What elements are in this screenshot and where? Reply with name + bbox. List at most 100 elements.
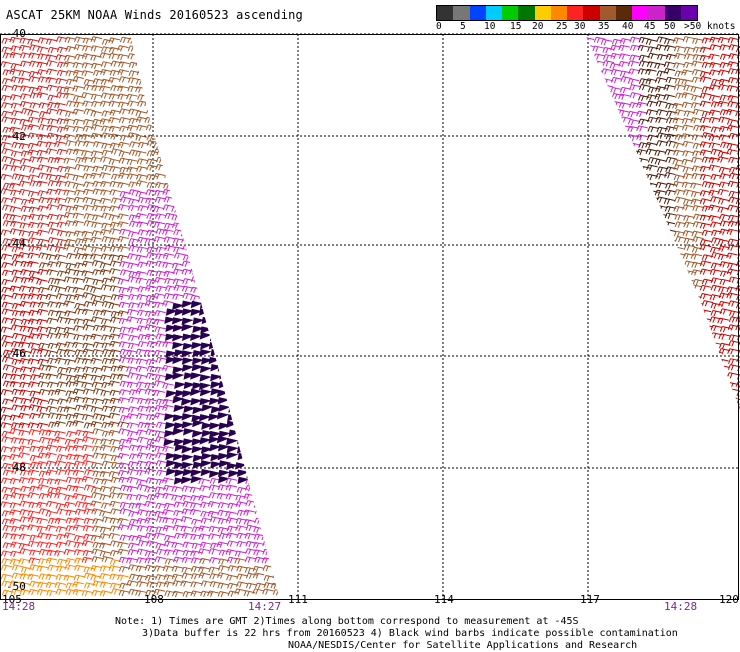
wind-barb bbox=[281, 319, 291, 325]
wind-barb bbox=[663, 310, 675, 318]
wind-barb bbox=[99, 374, 112, 382]
wind-barb bbox=[602, 372, 615, 379]
wind-barb bbox=[245, 140, 257, 148]
wind-barb bbox=[189, 181, 201, 188]
wind-barb bbox=[592, 405, 605, 410]
wind-barb bbox=[171, 222, 184, 229]
wind-barb bbox=[28, 286, 41, 293]
wind-barb bbox=[64, 494, 76, 501]
wind-barb bbox=[137, 421, 150, 429]
wind-barb bbox=[36, 244, 48, 251]
wind-barb bbox=[683, 214, 695, 222]
wind-barb bbox=[281, 229, 292, 235]
wind-barb bbox=[718, 300, 730, 308]
wind-barb bbox=[692, 236, 704, 243]
wind-barb bbox=[199, 365, 213, 374]
wind-barb bbox=[55, 293, 68, 300]
wind-barb bbox=[610, 52, 622, 60]
wind-barb bbox=[645, 38, 658, 46]
wind-barb bbox=[162, 509, 174, 516]
wind-barb bbox=[252, 165, 265, 173]
wind-barb bbox=[108, 158, 121, 165]
wind-barb bbox=[55, 413, 68, 420]
wind-barb bbox=[45, 581, 58, 589]
wind-barb bbox=[638, 390, 650, 398]
wind-barb bbox=[55, 486, 67, 493]
wind-barb bbox=[162, 484, 175, 492]
wind-barb bbox=[189, 252, 202, 259]
wind-barb bbox=[192, 406, 205, 415]
wind-barb bbox=[0, 173, 12, 181]
wind-barb bbox=[234, 76, 246, 84]
wind-barb bbox=[189, 228, 202, 235]
wind-barb bbox=[236, 174, 249, 181]
wind-barb bbox=[656, 53, 669, 61]
wind-barb bbox=[237, 430, 250, 439]
wind-barb bbox=[19, 500, 31, 507]
wind-barb bbox=[691, 397, 704, 405]
wind-barb bbox=[101, 149, 114, 157]
wind-barb bbox=[99, 565, 112, 572]
wind-barb bbox=[253, 214, 266, 221]
wind-barb bbox=[63, 501, 76, 509]
wind-barb bbox=[63, 133, 75, 141]
wind-barb bbox=[165, 308, 179, 316]
wind-barb bbox=[181, 532, 194, 539]
wind-barb bbox=[218, 475, 231, 484]
wind-barb bbox=[207, 293, 220, 301]
wind-barb bbox=[65, 420, 78, 428]
wind-barb bbox=[609, 180, 622, 187]
wind-barb bbox=[262, 366, 275, 374]
wind-barb bbox=[210, 373, 223, 382]
wind-barb bbox=[279, 197, 280, 205]
wind-barb bbox=[225, 180, 237, 187]
wind-barb bbox=[118, 301, 131, 309]
wind-barb bbox=[245, 462, 258, 471]
wind-barb bbox=[618, 158, 630, 165]
wind-barb bbox=[1, 486, 13, 494]
wind-barb bbox=[109, 582, 122, 590]
legend-swatch bbox=[518, 6, 535, 20]
wind-barb bbox=[146, 164, 158, 171]
wind-barb bbox=[593, 92, 606, 99]
wind-barb bbox=[82, 453, 95, 461]
wind-barb bbox=[261, 197, 273, 205]
wind-barb bbox=[189, 126, 202, 134]
wind-barb bbox=[226, 420, 239, 428]
wind-barb bbox=[65, 588, 78, 596]
wind-barb bbox=[198, 230, 211, 237]
wind-barb bbox=[36, 541, 49, 548]
wind-barb bbox=[199, 398, 212, 406]
wind-barb bbox=[244, 556, 257, 563]
wind-barb bbox=[28, 276, 40, 283]
wind-barb bbox=[236, 204, 249, 211]
wind-barb bbox=[18, 244, 31, 251]
wind-barb bbox=[664, 365, 677, 373]
wind-barb bbox=[190, 245, 202, 252]
wind-barb bbox=[245, 500, 257, 507]
wind-barb bbox=[190, 68, 202, 75]
wind-barb bbox=[208, 397, 222, 406]
wind-barb bbox=[27, 124, 39, 131]
wind-barb bbox=[36, 326, 49, 333]
wind-barb bbox=[137, 229, 150, 236]
wind-barb bbox=[145, 278, 158, 286]
wind-barb bbox=[600, 92, 612, 99]
wind-barb bbox=[585, 132, 596, 139]
wind-barb bbox=[618, 204, 630, 211]
wind-barb bbox=[209, 444, 222, 452]
wind-barb bbox=[236, 318, 250, 327]
wind-barb bbox=[602, 254, 614, 261]
wind-barb bbox=[235, 462, 248, 470]
wind-barb bbox=[191, 518, 203, 526]
wind-barb bbox=[144, 564, 157, 572]
wind-barb bbox=[27, 149, 39, 156]
wind-barb bbox=[109, 438, 121, 446]
time-label-right: 14:28 bbox=[664, 600, 698, 613]
wind-barb bbox=[54, 157, 66, 164]
wind-barb bbox=[108, 37, 120, 44]
wind-barb bbox=[245, 524, 258, 532]
wind-barb bbox=[2, 364, 15, 371]
wind-barb bbox=[236, 469, 250, 477]
wind-barb bbox=[611, 348, 624, 356]
